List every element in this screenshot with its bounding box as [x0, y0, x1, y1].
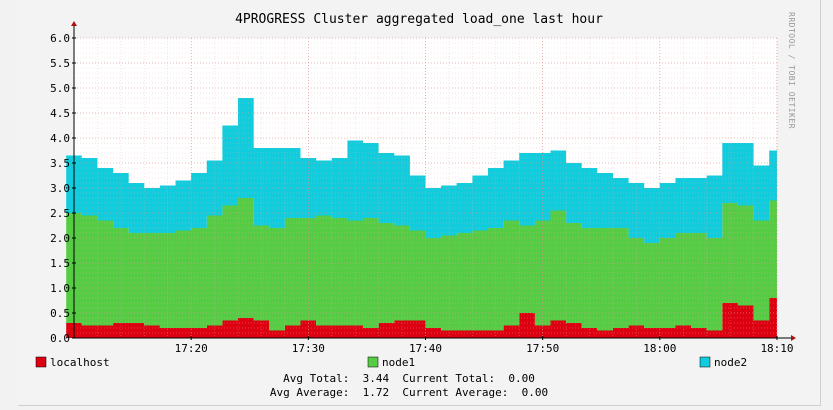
chart-title: 4PROGRESS Cluster aggregated load_one la… [235, 12, 603, 27]
summary-line: Avg Total: 3.44 Current Total: 0.00 [283, 372, 535, 385]
y-tick-label: 1.5 [50, 257, 70, 270]
summary-line: Avg Average: 1.72 Current Average: 0.00 [270, 386, 548, 399]
graph-frame: 4PROGRESS Cluster aggregated load_one la… [18, 0, 821, 406]
y-tick-label: 2.0 [50, 232, 70, 245]
y-tick-label: 5.5 [50, 57, 70, 70]
x-axis-arrow [791, 335, 796, 341]
y-tick-label: 0.5 [50, 307, 70, 320]
y-tick-label: 4.0 [50, 132, 70, 145]
series-area-localhost [66, 298, 777, 338]
x-tick-label: 17:50 [526, 342, 559, 355]
x-tick-label: 18:00 [643, 342, 676, 355]
y-tick-label: 3.0 [50, 182, 70, 195]
y-axis-arrow [71, 21, 77, 26]
legend-swatch-node2 [699, 356, 711, 368]
load-chart: 4PROGRESS Cluster aggregated load_one la… [35, 12, 796, 399]
series-area-node1 [66, 198, 777, 331]
x-tick-label: 17:20 [175, 342, 208, 355]
x-tick-label: 17:30 [292, 342, 325, 355]
y-tick-label: 3.5 [50, 157, 70, 170]
y-tick-label: 4.5 [50, 107, 70, 120]
y-tick-label: 1.0 [50, 282, 70, 295]
y-tick-label: 5.0 [50, 82, 70, 95]
y-tick-label: 0.0 [50, 332, 70, 345]
legend-label-node2: node2 [714, 356, 747, 369]
rrdtool-credit: RRDTOOL / TOBI OETIKER [787, 12, 796, 129]
y-tick-label: 2.5 [50, 207, 70, 220]
legend-swatch-localhost [35, 356, 47, 368]
x-tick-label: 18:10 [760, 342, 793, 355]
series-area-node2 [66, 98, 777, 243]
legend-label-node1: node1 [382, 356, 415, 369]
legend-swatch-node1 [367, 356, 379, 368]
legend-label-localhost: localhost [50, 356, 110, 369]
y-tick-label: 6.0 [50, 32, 70, 45]
x-tick-label: 17:40 [409, 342, 442, 355]
